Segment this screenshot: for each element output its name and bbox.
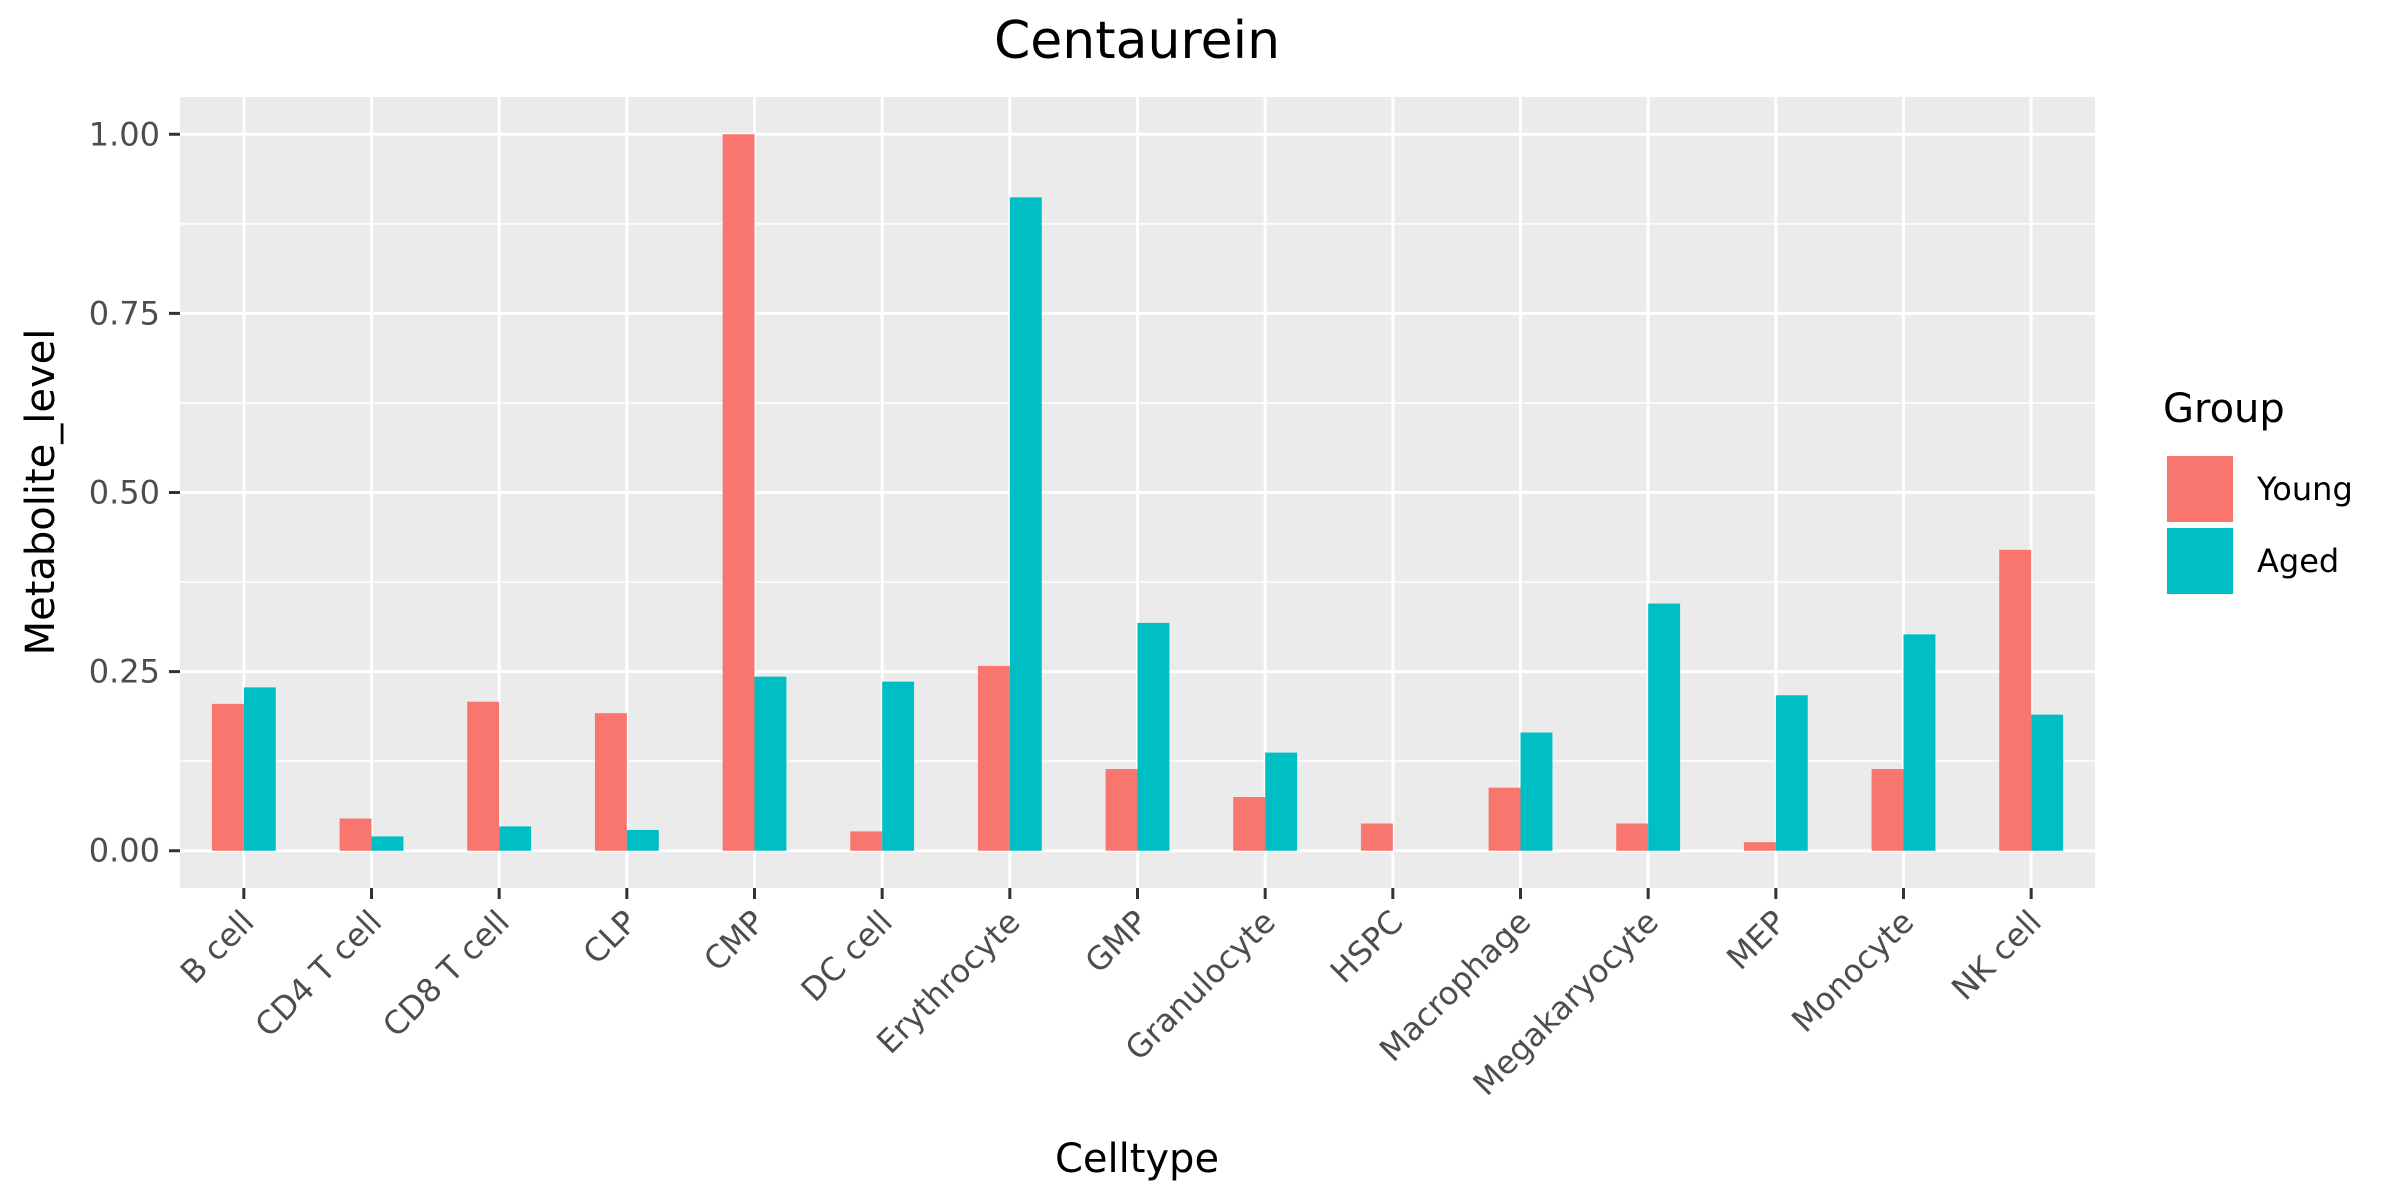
- bar-aged: [1648, 603, 1681, 851]
- bar-aged: [754, 676, 787, 851]
- y-tick-label: 0.50: [89, 474, 160, 512]
- bar-aged: [1265, 752, 1298, 851]
- bar-young: [339, 818, 372, 851]
- x-tick-label: Monocyte: [1784, 903, 1921, 1040]
- bar-young: [1999, 549, 2032, 851]
- bar-young: [977, 665, 1010, 851]
- x-tick-label: CD4 T cell: [248, 903, 390, 1045]
- bar-young: [850, 831, 883, 851]
- bar-young: [1488, 787, 1521, 851]
- bar-aged: [1903, 634, 1936, 851]
- bar-young: [1616, 823, 1649, 851]
- x-tick-label: NK cell: [1944, 903, 2049, 1008]
- legend-label-aged: Aged: [2257, 542, 2339, 580]
- y-tick-label: 0.75: [89, 294, 160, 332]
- bar-aged: [626, 829, 659, 851]
- legend: Group Young Aged: [2163, 386, 2353, 594]
- bar-aged: [243, 687, 276, 851]
- chart-title: Centaurein: [994, 11, 1280, 71]
- x-axis-title: Celltype: [1055, 1136, 1219, 1182]
- x-tick-label: CLP: [576, 903, 645, 972]
- y-tick-label: 1.00: [89, 115, 160, 153]
- x-tick-label: CD8 T cell: [375, 903, 517, 1045]
- x-tick-label: DC cell: [794, 903, 900, 1009]
- bar-young: [594, 713, 627, 851]
- bar-young: [211, 703, 244, 851]
- legend-key-young: [2167, 456, 2233, 522]
- bar-young: [467, 701, 500, 851]
- bar-young: [1233, 797, 1266, 851]
- bar-aged: [2031, 714, 2064, 851]
- legend-title: Group: [2163, 386, 2285, 432]
- bar-aged: [882, 681, 915, 851]
- bar-aged: [371, 836, 404, 851]
- bar-aged: [499, 826, 532, 851]
- x-tick-label: MEP: [1719, 903, 1793, 977]
- bar-aged: [1520, 732, 1553, 851]
- legend-label-young: Young: [2256, 470, 2353, 508]
- bars: [211, 134, 2064, 851]
- x-tick-label: B cell: [173, 903, 262, 992]
- y-axis-title: Metabolite_level: [18, 329, 64, 656]
- bar-young: [1743, 842, 1776, 851]
- x-tick-label: HSPC: [1323, 903, 1411, 991]
- bar-aged: [1137, 622, 1170, 851]
- bar-aged: [1775, 695, 1808, 851]
- y-axis: 0.00 0.25 0.50 0.75 1.00: [89, 115, 180, 870]
- bar-young: [1105, 769, 1138, 851]
- bar-aged: [1009, 197, 1042, 851]
- bar-young: [722, 134, 755, 851]
- legend-key-aged: [2167, 528, 2233, 594]
- x-tick-label: CMP: [696, 903, 772, 979]
- x-tick-label: GMP: [1078, 903, 1156, 981]
- bar-young: [1360, 823, 1393, 851]
- y-tick-label: 0.00: [89, 832, 160, 870]
- y-tick-label: 0.25: [89, 653, 160, 691]
- bar-young: [1871, 769, 1904, 851]
